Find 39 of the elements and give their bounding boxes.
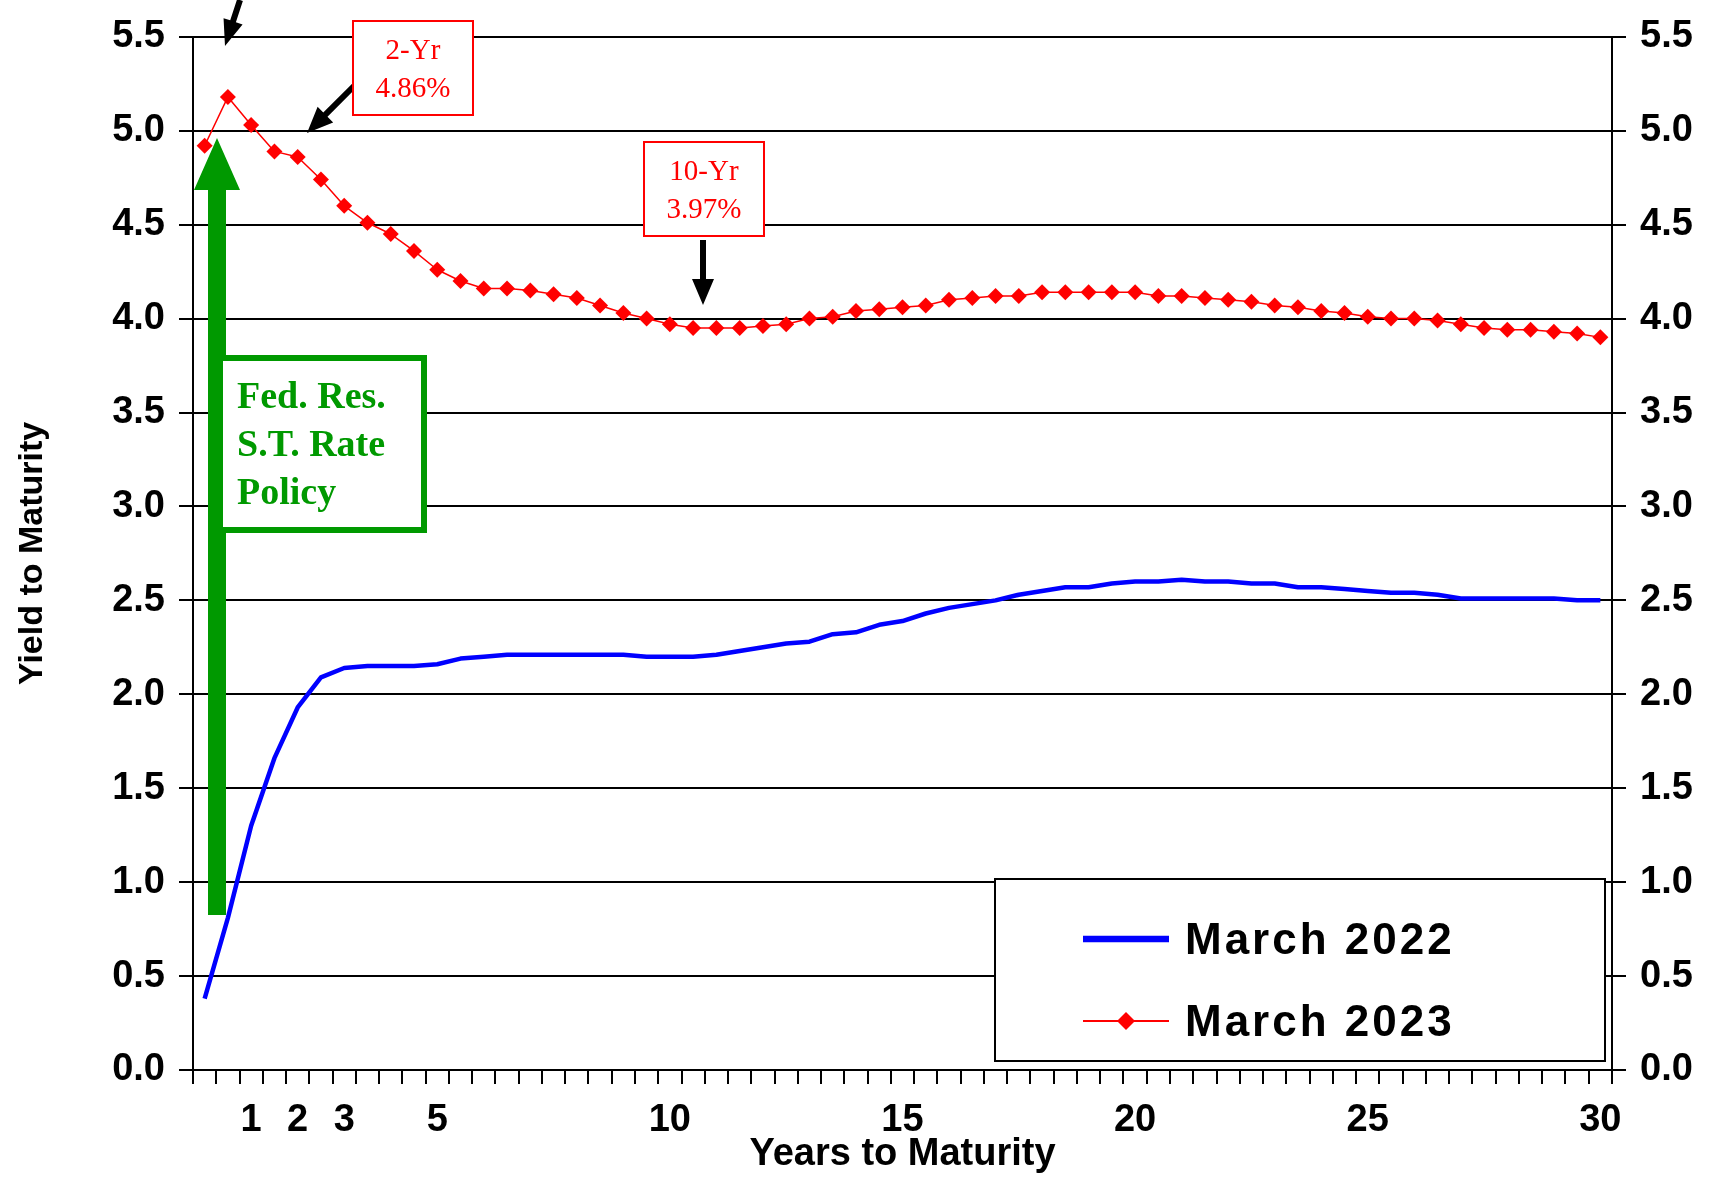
y-tick-label: 3.5: [112, 388, 165, 431]
y-tick-label: 5.0: [112, 107, 165, 150]
y2-tick-label: 4.0: [1640, 295, 1693, 338]
y-tick-label: 2.0: [112, 670, 165, 713]
y-tick-label: 4.5: [112, 201, 165, 244]
x-tick-label: 3: [333, 1097, 355, 1140]
y-tick-label: 3.0: [112, 482, 165, 525]
y2-tick-label: 3.0: [1640, 482, 1693, 525]
annotation: Fed. Res. S.T. Rate Policy: [217, 355, 427, 533]
x-tick-label: 10: [648, 1097, 692, 1140]
x-axis-title: Years to Maturity: [749, 1130, 1056, 1173]
legend-label: March 2022: [1185, 914, 1455, 964]
y2-tick-label: 5.5: [1640, 13, 1693, 56]
annotation: 10-Yr 3.97%: [643, 141, 765, 237]
y2-tick-label: 0.5: [1640, 952, 1693, 995]
y2-tick-label: 0.0: [1640, 1046, 1693, 1089]
x-tick-label: 20: [1113, 1097, 1157, 1140]
y2-tick-label: 2.0: [1640, 670, 1693, 713]
y2-tick-label: 1.0: [1640, 858, 1693, 901]
y-tick-label: 1.5: [112, 764, 165, 807]
y-tick-label: 4.0: [112, 295, 165, 338]
y-tick-label: 0.0: [112, 1046, 165, 1089]
y2-tick-label: 3.5: [1640, 388, 1693, 431]
x-tick-label: 1: [240, 1097, 262, 1140]
y2-tick-label: 4.5: [1640, 201, 1693, 244]
y-tick-label: 2.5: [112, 576, 165, 619]
x-tick-label: 5: [426, 1097, 448, 1140]
y2-tick-label: 1.5: [1640, 764, 1693, 807]
x-tick-label: 25: [1346, 1097, 1389, 1140]
y-tick-label: 1.0: [112, 858, 165, 901]
y-axis-title: Yield to Maturity: [10, 421, 49, 685]
y2-tick-label: 5.0: [1640, 107, 1693, 150]
legend-label: March 2023: [1185, 996, 1455, 1046]
x-tick-label: 2: [287, 1097, 309, 1140]
y-tick-label: 5.5: [112, 13, 165, 56]
y2-tick-label: 2.5: [1640, 576, 1693, 619]
x-tick-label: 30: [1579, 1097, 1622, 1140]
y-tick-label: 0.5: [112, 952, 165, 995]
annotation: 2-Yr 4.86%: [352, 20, 474, 116]
